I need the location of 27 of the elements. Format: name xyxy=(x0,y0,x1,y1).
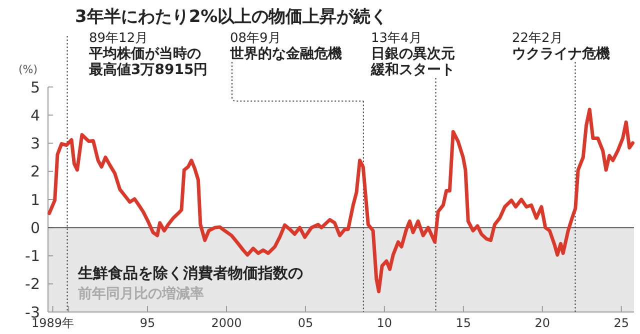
x-tick-label: 05 xyxy=(298,316,314,330)
x-tick-label: 95 xyxy=(140,316,156,330)
annotation: 世界的な金融危機 xyxy=(229,46,342,62)
annotation: 前年同月比の増減率 xyxy=(77,285,204,302)
y-axis-title: (%) xyxy=(18,63,38,76)
text: 平均株価が当時の最高値3万8915円 xyxy=(88,46,208,78)
ref-line-label: 08年9月 xyxy=(230,31,281,46)
chart-title: 3年半にわたり2%以上の物価上昇が続く xyxy=(75,7,388,27)
ref-line-label: 13年4月 xyxy=(371,31,422,46)
y-tick-label: 5 xyxy=(30,78,40,96)
ref-line-label: 89年12月 xyxy=(89,31,148,46)
annotation: 生鮮食品を除く消費者物価指数の xyxy=(77,264,303,282)
x-tick-label: 2000 xyxy=(211,316,242,330)
x-tick-label: 10 xyxy=(376,316,392,330)
y-tick-label: -1 xyxy=(25,247,40,265)
x-tick-label: 15 xyxy=(456,316,472,330)
x-tick-label: 25 xyxy=(614,316,630,330)
ref-line-label: 22年2月 xyxy=(512,31,563,46)
y-tick-label: 2 xyxy=(30,162,40,181)
y-tick-label: 3 xyxy=(30,134,40,152)
y-tick-label: 0 xyxy=(30,218,40,237)
y-tick-label: -2 xyxy=(25,275,40,294)
y-tick-label: 1 xyxy=(30,190,40,209)
y-tick-label: 4 xyxy=(30,106,40,124)
text: 日銀の異次元緩和スタート xyxy=(370,46,455,78)
text: ウクライナ危機 xyxy=(512,46,610,62)
x-tick-label: 20 xyxy=(534,316,550,330)
